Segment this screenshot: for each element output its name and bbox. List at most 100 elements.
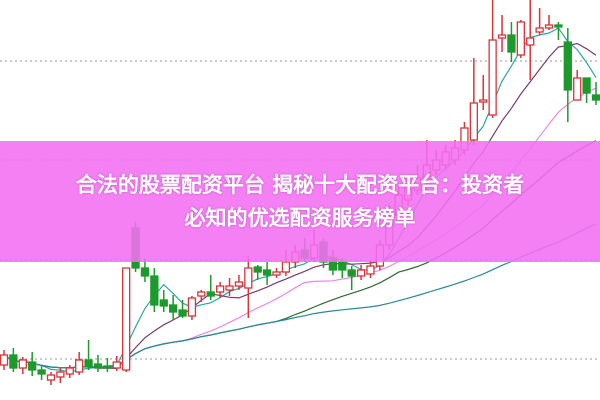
candle-body	[206, 291, 215, 297]
candle-body	[591, 94, 600, 101]
candle	[225, 278, 234, 296]
candle-body	[0, 354, 9, 366]
candle-body	[516, 21, 525, 56]
candle-body	[168, 304, 178, 313]
title-banner: 合法的股票配资平台 揭秘十大配资平台：投资者 必知的优选配资服务榜单	[0, 141, 600, 262]
candle	[187, 296, 197, 320]
candle-body	[159, 299, 168, 307]
candle	[112, 356, 121, 371]
candle	[535, 8, 544, 35]
candle	[37, 366, 46, 380]
candle	[234, 275, 244, 290]
candle	[178, 300, 187, 318]
candle	[497, 15, 507, 52]
candle	[526, 0, 535, 80]
candle	[140, 258, 150, 282]
candle	[0, 350, 9, 370]
candle	[573, 70, 582, 101]
candle	[75, 352, 84, 375]
candle-body	[103, 365, 112, 369]
candle-body	[281, 261, 291, 273]
candle-body	[526, 37, 535, 46]
banner-title-line-1: 合法的股票配资平台 揭秘十大配资平台：投资者	[75, 172, 525, 197]
candle	[93, 355, 103, 372]
candle-body	[535, 27, 544, 33]
candle-body	[272, 271, 281, 276]
candle-body	[544, 24, 554, 29]
ma60-line	[3, 223, 597, 369]
candle-body	[56, 371, 65, 378]
candle-body	[9, 354, 18, 369]
candle	[469, 58, 478, 145]
candle	[197, 290, 206, 302]
candle	[591, 82, 600, 105]
candle	[244, 256, 253, 318]
candle	[122, 267, 131, 372]
candle-body	[244, 267, 253, 289]
candle	[159, 290, 168, 312]
candle	[150, 268, 159, 312]
candle-body	[497, 34, 507, 39]
candle-body	[75, 359, 84, 373]
candle-body	[563, 41, 572, 91]
candle-body	[93, 363, 103, 369]
candle-body	[178, 309, 187, 317]
candle	[206, 275, 215, 300]
candle	[28, 352, 37, 376]
candle-body	[479, 99, 488, 103]
candle	[582, 77, 591, 103]
candle	[272, 268, 281, 278]
candle-body	[554, 24, 563, 28]
candle-body	[262, 269, 272, 276]
candle-body	[507, 34, 516, 53]
candle-body	[37, 369, 46, 375]
candle	[56, 368, 65, 383]
candle-body	[112, 361, 121, 369]
candle-body	[488, 39, 497, 116]
candle-body	[347, 269, 356, 277]
candle-body	[215, 285, 225, 293]
candle	[507, 22, 516, 62]
candle	[544, 15, 554, 30]
candle	[18, 357, 27, 374]
candle	[253, 265, 262, 280]
candle-body	[573, 77, 582, 101]
candle	[563, 28, 572, 122]
candle-body	[65, 367, 74, 375]
candle	[168, 295, 178, 320]
candle-body	[187, 297, 197, 317]
candle	[488, 0, 497, 118]
candle-body	[582, 77, 591, 94]
candle	[215, 282, 225, 298]
candle	[554, 22, 563, 40]
candle	[516, 20, 525, 58]
candle-body	[150, 275, 159, 306]
candle-body	[84, 359, 93, 368]
candle-body	[356, 269, 366, 277]
candle-body	[140, 267, 150, 277]
candle-body	[18, 359, 27, 369]
candle	[9, 348, 18, 372]
candle	[479, 75, 488, 110]
candle	[356, 265, 366, 280]
candle	[103, 358, 112, 372]
candle-body	[28, 361, 37, 371]
candle	[65, 365, 74, 378]
candle	[84, 340, 93, 370]
candle-body	[253, 266, 262, 273]
candle-body	[234, 281, 244, 287]
candle	[366, 260, 375, 278]
candle	[46, 372, 56, 385]
banner-title-line-2: 必知的优选配资服务榜单	[184, 205, 416, 230]
candle-body	[225, 285, 234, 291]
ma10-line	[3, 42, 597, 370]
candle-body	[46, 374, 56, 381]
candle	[262, 262, 272, 285]
candle	[347, 266, 356, 290]
candle-body	[366, 265, 375, 275]
candle-body	[122, 267, 131, 371]
candle-body	[338, 261, 347, 271]
candle-body	[469, 102, 478, 141]
candle-body	[197, 291, 206, 297]
